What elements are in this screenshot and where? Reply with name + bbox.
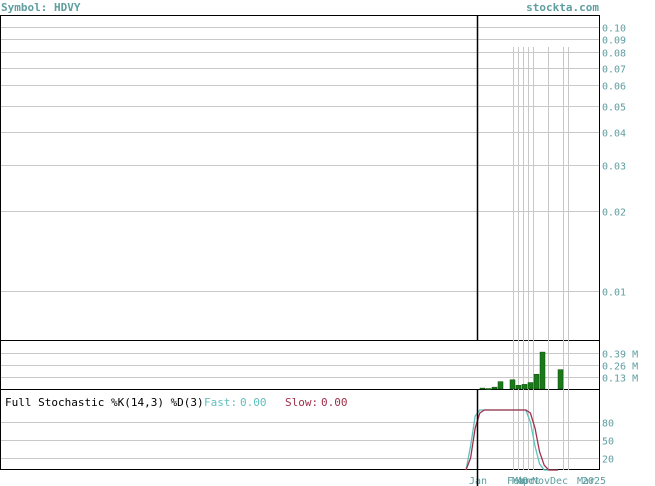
price-tick-label: 0.05 [602,103,626,114]
x-tick-label: 2025 [582,476,606,486]
x-tick-label: Feb [507,476,525,486]
volume-bar [521,384,528,390]
price-tick-label: 0.02 [602,208,626,219]
volume-bar [515,385,522,390]
slow-value: 0.00 [321,396,348,409]
slow-label: Slow: [285,396,318,409]
x-tick-label: Nov [532,476,550,486]
stochastic-title: Full Stochastic %K(14,3) %D(3) [5,396,204,409]
stochastic-panel [0,389,600,470]
volume-bar [527,382,534,390]
volume-tick-label: 0.26 M [602,362,638,373]
price-tick-label: 0.08 [602,49,626,60]
volume-axis-labels: 0.39 M0.26 M0.13 M [602,350,638,385]
price-tick-label: 0.09 [602,36,626,47]
price-axis-labels: 0.100.09 0.08 0.07 0.06 0.05 0.04 0.03 0.02 0.01 [602,24,626,299]
x-tick-label: Oct [522,476,540,486]
stochastic-tick-label: 50 [602,437,614,448]
price-tick-label: 0.06 [602,82,626,93]
stochastic-tick-label: 80 [602,419,614,430]
fast-value: 0.00 [240,396,267,409]
price-grid [1,27,599,292]
stochastic-axis-labels: 80 50 20 [602,419,614,466]
volume-bar [491,386,498,390]
volume-bar [509,379,516,390]
slow-stochastic-line [465,409,558,471]
volume-bar [497,381,504,390]
x-tick-label: Apr [517,476,535,486]
vertical-grid [513,47,569,470]
stochastic-tick-label: 20 [602,455,614,466]
volume-tick-label: 0.39 M [602,350,638,361]
volume-bars [479,351,564,390]
volume-bar [533,373,540,390]
site-name[interactable]: stockta.com [526,1,599,14]
volume-bar [557,369,564,390]
x-tick-label: Mar [512,476,530,486]
price-tick-label: 0.10 [602,24,626,35]
x-tick-label: Mar [577,476,595,486]
price-tick-label: 0.04 [602,129,626,140]
volume-grid [1,353,599,378]
price-tick-label: 0.01 [602,288,626,299]
price-tick-label: 0.07 [602,65,626,76]
price-tick-label: 0.03 [602,162,626,173]
fast-label: Fast: [204,396,237,409]
volume-bar [539,351,546,390]
x-axis-labels: JanFebMarAprOctNovDecMar2025 [469,476,606,486]
volume-tick-label: 0.13 M [602,374,638,385]
volume-bar [479,387,486,390]
x-tick-label: Dec [550,476,568,486]
stochastic-grid [1,422,599,459]
stochastic-lines [465,409,558,471]
volume-bar [485,388,492,390]
symbol-label: Symbol: HDVY [1,1,81,14]
